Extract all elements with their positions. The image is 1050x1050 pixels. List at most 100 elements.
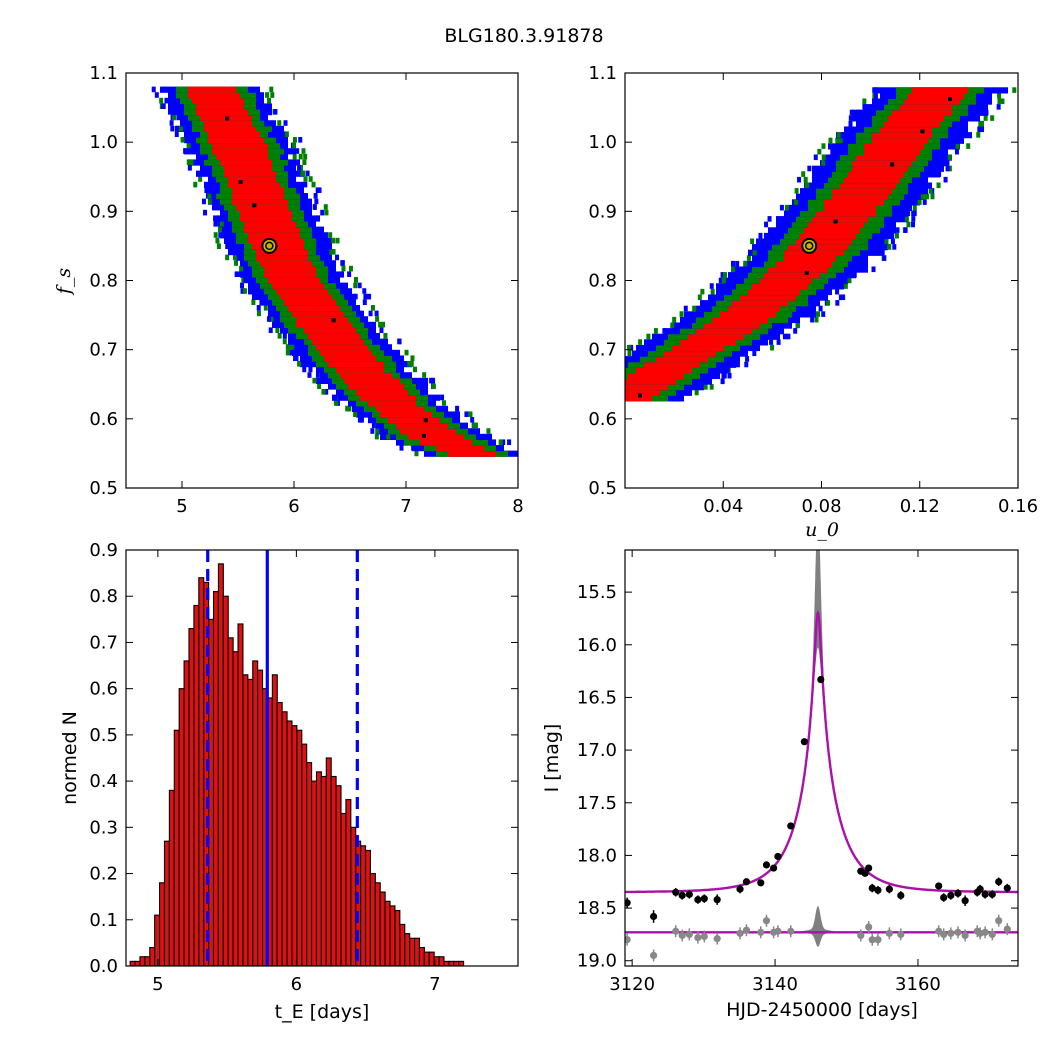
- x-tick-label: 5: [152, 974, 163, 995]
- sigma1-cells: [240, 209, 292, 217]
- edge-cell: [335, 400, 340, 406]
- sigma1-cells: [664, 350, 716, 357]
- sigma1-cells: [625, 395, 652, 402]
- edge-cell: [464, 411, 469, 418]
- edge-cell: [292, 137, 297, 143]
- data-point: [649, 912, 658, 921]
- edge-cell: [892, 244, 897, 250]
- x-tick-label: 6: [291, 974, 302, 995]
- edge-cell: [662, 328, 667, 334]
- histogram-bar: [320, 775, 327, 966]
- edge-cell: [843, 283, 848, 289]
- edge-cell: [920, 193, 925, 200]
- edge-cell: [267, 97, 272, 104]
- sigma1-cells: [388, 417, 440, 424]
- edge-cell: [835, 300, 840, 306]
- edge-cell: [347, 271, 352, 278]
- y-tick-label: 0.1: [89, 910, 118, 931]
- edge-cell: [936, 182, 941, 189]
- edge-cell: [810, 316, 815, 323]
- edge-cell: [903, 227, 908, 233]
- edge-cell: [718, 277, 723, 284]
- data-point: [868, 884, 876, 892]
- edge-cell: [906, 210, 911, 217]
- sample-cell: [252, 203, 257, 208]
- edge-cell: [603, 367, 607, 373]
- edge-cell: [412, 366, 417, 373]
- y-tick-label: 16.0: [577, 635, 617, 656]
- y-tick-label: 0.0: [89, 956, 118, 977]
- sigma1-cells: [625, 384, 668, 391]
- edge-cell: [172, 114, 177, 121]
- edge-cell: [638, 339, 643, 345]
- histogram-bar: [257, 669, 264, 966]
- sigma1-cells: [900, 104, 952, 111]
- edge-cell: [745, 356, 750, 362]
- sigma1-cells: [296, 316, 348, 323]
- x-tick-label: 7: [400, 496, 411, 517]
- edge-cell: [161, 103, 166, 110]
- model-curve: [625, 609, 1018, 894]
- histogram-bar: [276, 701, 283, 966]
- edge-cell: [167, 109, 172, 115]
- sigma1-cells: [348, 383, 404, 390]
- sigma1-cells: [908, 92, 964, 100]
- edge-cell: [817, 148, 822, 155]
- histogram-bar: [242, 674, 249, 966]
- edge-cell: [307, 372, 312, 378]
- edge-cell: [815, 311, 820, 317]
- edge-cell: [422, 372, 427, 378]
- histogram-bar: [428, 951, 435, 966]
- x-tick-label: 0.12: [900, 496, 940, 517]
- histogram-bar: [154, 914, 161, 966]
- edge-cell: [331, 237, 336, 244]
- y-axis-label: I [mag]: [541, 724, 563, 793]
- sample-cell: [833, 219, 838, 224]
- edge-cell: [308, 366, 313, 373]
- edge-cell: [297, 165, 302, 171]
- edge-cell: [750, 238, 755, 245]
- sample-cell: [421, 433, 426, 438]
- histogram-bar: [159, 882, 166, 966]
- residual-point: [940, 930, 948, 939]
- x-tick-label: 0.04: [703, 496, 743, 517]
- edge-cell: [758, 232, 763, 239]
- edge-cell: [256, 305, 261, 311]
- edge-cell: [353, 282, 358, 289]
- sigma1-cells: [264, 265, 316, 273]
- residual-point: [694, 933, 702, 942]
- edge-cell: [943, 176, 948, 183]
- panel-tE-fs: 5 6 7 8 0.5 0.6 0.7 0.8 0.9 1.0 1.1 f_s: [53, 63, 524, 517]
- sigma1-cells: [704, 322, 760, 329]
- edge-cell: [282, 338, 287, 345]
- edge-cell: [821, 160, 826, 166]
- edge-cell: [213, 215, 218, 222]
- panel-tE-histogram: 5 6 7 0.0 0.1 0.2 0.3 0.4 0.5 0.6 0.7 0.8 0.9 t_E [da…: [59, 540, 519, 1023]
- histogram-bar: [414, 937, 421, 966]
- edge-cell: [629, 344, 634, 351]
- edge-cell: [368, 310, 373, 317]
- edge-cell: [303, 181, 308, 188]
- sigma1-cells: [796, 238, 852, 245]
- histogram-bar: [232, 651, 239, 966]
- edge-cell: [752, 350, 757, 357]
- edge-cell: [333, 400, 338, 406]
- edge-cell: [828, 137, 833, 144]
- data-point: [940, 893, 948, 902]
- y-tick-label: 1.1: [588, 63, 617, 84]
- edge-cell: [501, 439, 506, 446]
- edge-cell: [731, 266, 736, 273]
- edge-cell: [612, 362, 616, 368]
- edge-cell: [259, 299, 264, 306]
- edge-cell: [371, 422, 376, 429]
- histogram-bar: [212, 591, 219, 966]
- edge-cell: [990, 115, 995, 121]
- x-tick-label: 3160: [895, 974, 941, 995]
- histogram-bar: [163, 840, 170, 966]
- edge-cell: [265, 92, 270, 98]
- sigma1-cells: [296, 321, 352, 329]
- edge-cell: [848, 120, 853, 127]
- edge-cell: [922, 199, 927, 205]
- residual-point: [672, 927, 680, 935]
- y-axis-label: f_s: [53, 268, 75, 297]
